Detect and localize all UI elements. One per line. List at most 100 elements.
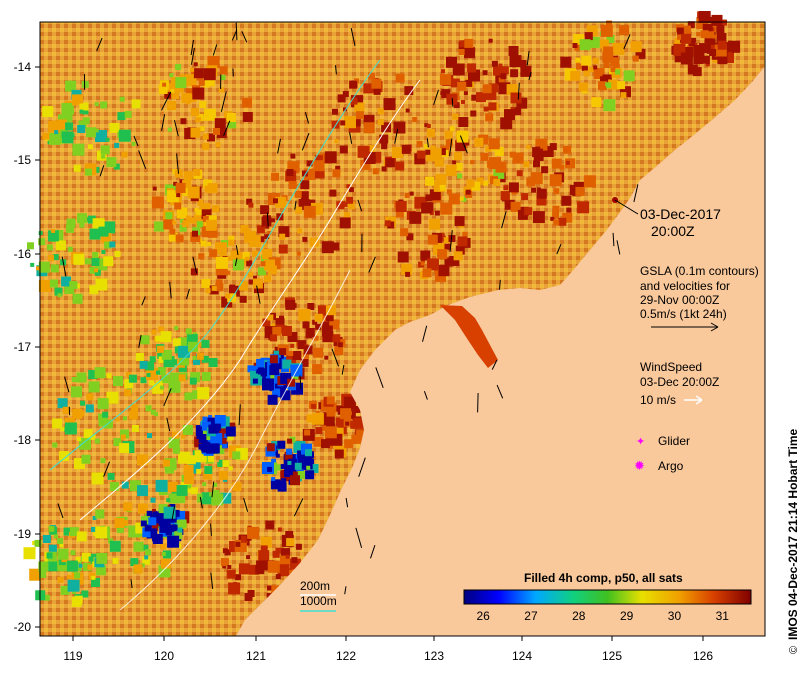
sst-pixel [553, 188, 559, 194]
sst-pixel [276, 464, 282, 470]
sst-pixel [570, 71, 580, 81]
sst-pixel [340, 146, 348, 154]
colorbar-tick-label: 28 [572, 609, 586, 623]
sst-pixel [123, 502, 132, 511]
sst-pixel [51, 264, 59, 272]
sst-pixel [229, 285, 235, 291]
sst-pixel [82, 81, 89, 88]
sst-pixel [73, 254, 84, 265]
sst-pixel [42, 106, 53, 117]
sst-pixel [421, 262, 425, 266]
sst-pixel [378, 108, 384, 114]
sst-pixel [693, 45, 704, 56]
sst-pixel [169, 229, 175, 235]
sst-pixel [187, 455, 196, 464]
y-tick-label: -17 [14, 340, 32, 354]
sst-pixel [151, 498, 156, 503]
sst-pixel [163, 219, 173, 229]
sst-pixel [615, 70, 620, 75]
sst-pixel [116, 417, 120, 421]
sst-pixel [152, 196, 164, 208]
sst-pixel [115, 251, 121, 257]
wind-scale-label: 10 m/s [640, 393, 676, 407]
sst-pixel [141, 335, 150, 344]
sst-pixel [278, 528, 282, 532]
x-tick-label: 126 [693, 649, 713, 663]
sst-pixel [47, 245, 53, 251]
sst-pixel [262, 378, 274, 390]
sst-pixel [191, 268, 198, 275]
sst-pixel [68, 580, 80, 592]
sst-pixel [144, 555, 148, 559]
sst-pixel [204, 466, 212, 474]
sst-pixel [71, 386, 82, 397]
sst-pixel [392, 147, 403, 158]
sst-pixel [214, 424, 221, 431]
sst-pixel [215, 118, 226, 129]
sst-pixel [52, 419, 62, 429]
sst-pixel [474, 138, 483, 147]
sst-pixel [601, 25, 613, 37]
sst-pixel [209, 249, 217, 257]
sst-pixel [718, 41, 727, 50]
colorbar-tick-label: 26 [476, 609, 490, 623]
sst-pixel [88, 144, 93, 149]
sst-pixel [93, 532, 97, 536]
sst-pixel [85, 258, 91, 264]
sst-pixel [270, 355, 278, 363]
sst-pixel [79, 410, 85, 416]
sst-pixel [327, 396, 335, 404]
sst-pixel [227, 570, 236, 579]
sst-pixel [291, 557, 297, 563]
sst-pixel [165, 212, 172, 219]
sst-pixel [332, 109, 338, 115]
sst-pixel [533, 160, 540, 167]
sst-pixel [178, 528, 183, 533]
sst-pixel [345, 422, 349, 426]
sst-pixel [385, 220, 391, 226]
sst-pixel [503, 185, 508, 190]
sst-pixel [170, 373, 180, 383]
sst-pixel [580, 83, 586, 89]
sst-pixel [129, 375, 137, 383]
sst-pixel [182, 93, 192, 103]
sst-pixel [602, 86, 606, 90]
sst-pixel [454, 152, 462, 160]
x-tick-label: 121 [246, 649, 266, 663]
sst-pixel [290, 475, 300, 485]
sst-pixel [119, 130, 131, 142]
sst-pixel [338, 342, 343, 347]
sst-pixel [524, 207, 532, 215]
sst-pixel [501, 191, 510, 200]
sst-pixel [235, 574, 241, 580]
sst-pixel [510, 69, 518, 77]
sst-pixel [461, 100, 465, 104]
sst-pixel [148, 517, 156, 525]
sst-pixel [305, 449, 312, 456]
sst-pixel [208, 456, 214, 462]
sst-pixel [227, 113, 236, 122]
sst-pixel [248, 272, 253, 277]
sst-pixel [301, 191, 309, 199]
sst-pixel [533, 211, 545, 223]
gsla-scale-label: 0.5m/s (1kt 24h) [640, 307, 727, 321]
sst-pixel [297, 252, 301, 256]
sst-pixel [221, 75, 226, 80]
sst-pixel [417, 151, 425, 159]
sst-pixel [437, 249, 447, 259]
sst-pixel [313, 348, 323, 358]
sst-pixel [517, 170, 523, 176]
sst-pixel [261, 545, 268, 552]
sst-pixel [577, 201, 589, 213]
sst-pixel [232, 482, 241, 491]
sst-pixel [591, 97, 601, 107]
sst-pixel [48, 526, 54, 532]
sst-pixel [188, 342, 198, 352]
sst-pixel [192, 88, 204, 100]
sst-pixel [36, 266, 40, 270]
sst-pixel [593, 58, 599, 64]
sst-pixel [253, 379, 258, 384]
sst-pixel [51, 229, 55, 233]
sst-pixel [271, 477, 275, 481]
sst-pixel [243, 112, 253, 122]
